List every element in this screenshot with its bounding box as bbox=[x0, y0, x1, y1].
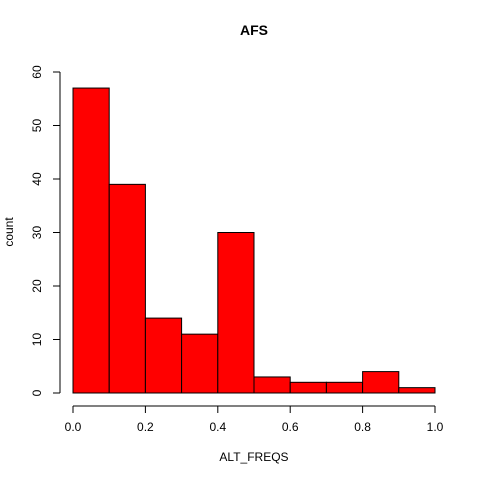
histogram-bar bbox=[398, 387, 436, 394]
x-tick-label: 0.8 bbox=[354, 420, 371, 434]
histogram-bar bbox=[325, 381, 364, 394]
bars-group bbox=[72, 87, 436, 394]
histogram-bar bbox=[181, 333, 219, 394]
x-tick-label: 0.6 bbox=[282, 420, 299, 434]
y-tick-label: 60 bbox=[30, 65, 44, 79]
y-tick-label: 30 bbox=[30, 226, 44, 240]
x-axis: 0.0 0.2 0.4 0.6 0.8 1.0 bbox=[65, 405, 444, 434]
histogram-bar bbox=[108, 183, 146, 394]
x-tick-label: 1.0 bbox=[427, 420, 444, 434]
y-tick-label: 40 bbox=[30, 172, 44, 186]
histogram-bar bbox=[289, 381, 327, 394]
x-axis-title: ALT_FREQS bbox=[219, 450, 288, 464]
x-tick-label: 0.2 bbox=[137, 420, 154, 434]
histogram-bar bbox=[72, 87, 110, 394]
y-tick-label: 0 bbox=[30, 389, 44, 396]
chart-title: AFS bbox=[240, 22, 268, 38]
y-tick-label: 10 bbox=[30, 333, 44, 347]
histogram-bar bbox=[217, 232, 255, 394]
y-axis-title: count bbox=[2, 217, 16, 247]
y-tick-label: 50 bbox=[30, 119, 44, 133]
histogram-bar bbox=[253, 376, 291, 394]
histogram-bar bbox=[362, 371, 400, 394]
y-tick-label: 20 bbox=[30, 279, 44, 293]
histogram-bar bbox=[144, 317, 183, 394]
y-axis: 0 10 20 30 40 50 60 bbox=[30, 65, 61, 396]
x-tick-label: 0.4 bbox=[209, 420, 226, 434]
x-tick-label: 0.0 bbox=[65, 420, 82, 434]
